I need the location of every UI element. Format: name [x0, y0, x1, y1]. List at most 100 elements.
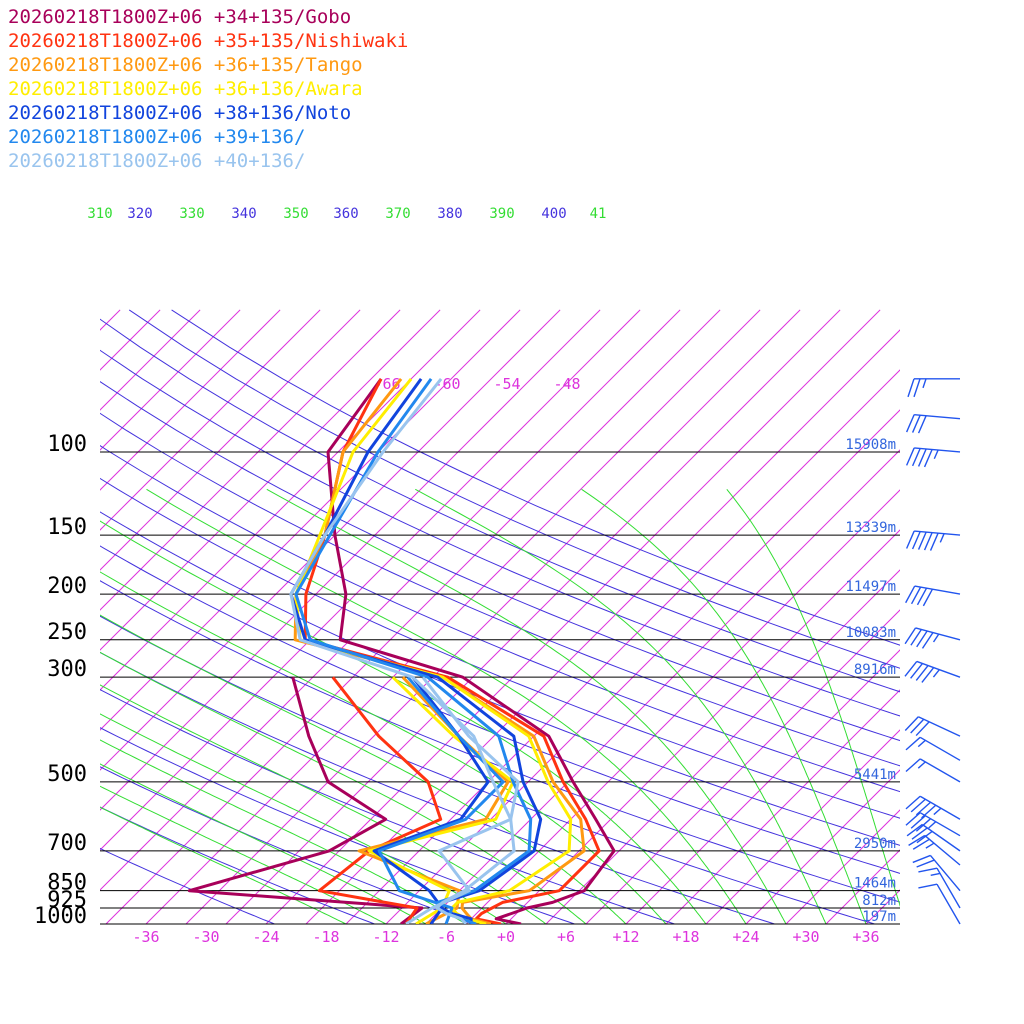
wind-barb-flag — [912, 854, 931, 864]
wind-barb — [905, 530, 961, 551]
wind-barb-staff — [936, 867, 961, 909]
isotherm-line — [545, 569, 900, 924]
wind-barb-flag — [917, 448, 927, 467]
wind-barb-staff — [919, 795, 961, 820]
legend-entry: 20260218T1800Z+06 +35+135/Nishiwaki — [8, 30, 408, 52]
isotherm-line — [100, 309, 201, 411]
height-label: 2950m — [854, 836, 896, 852]
moist-adiabat-line — [581, 488, 867, 924]
moist-adiabat-line — [100, 785, 387, 924]
wind-barb — [918, 867, 961, 909]
moist-adiabat-line — [100, 713, 507, 924]
dewpoint-line-6 — [377, 676, 505, 924]
wind-barb-flag — [904, 716, 919, 731]
wind-barb-flag — [910, 718, 925, 734]
wind-barb-half-flag — [928, 821, 937, 829]
wind-barb-flag — [929, 532, 939, 551]
moist-adiabat-line — [266, 488, 787, 924]
wind-barb-flag — [905, 795, 921, 810]
wind-barb-flag — [905, 585, 916, 604]
legend-entry: 20260218T1800Z+06 +40+136/ — [8, 150, 305, 172]
wind-barb-half-flag — [917, 761, 926, 769]
isotherm-line — [100, 309, 481, 691]
wind-barb-staff — [919, 736, 961, 761]
dry-adiabat-line — [100, 445, 900, 793]
wind-barb — [904, 660, 961, 683]
isotherm-line — [105, 309, 721, 924]
wind-barb — [905, 758, 961, 783]
wind-barb-flag — [921, 804, 937, 819]
wind-barb-flag — [908, 834, 926, 846]
temperature-tick-labels: -36 -30 -24 -18 -12 -6 +0 +6 +12 +18 +24 +30 +36-66-… — [132, 375, 879, 946]
isotherm-line — [345, 369, 900, 924]
dry-adiabat-line — [100, 615, 877, 924]
legend: 20260218T1800Z+06 +34+135/Gobo20260218T1… — [8, 6, 408, 172]
wind-barb-flag — [911, 448, 921, 467]
wind-barb-flag — [907, 378, 915, 398]
isotherm-line — [100, 309, 441, 651]
wind-barb — [908, 834, 961, 866]
isotherm-line — [625, 649, 900, 924]
wind-barb-flag — [911, 531, 921, 550]
wind-barb-flag — [910, 815, 926, 829]
pressure-label: 700 — [47, 831, 87, 856]
wind-barb — [904, 716, 961, 737]
pressure-label: 1000 — [34, 904, 87, 929]
temperature-tick-label: +24 — [732, 928, 759, 946]
theta-label: 350 — [283, 206, 308, 222]
theta-label: 370 — [385, 206, 410, 222]
wind-barb-flag — [923, 449, 933, 468]
dry-adiabat-line — [100, 412, 900, 767]
wind-barb-staff — [914, 530, 961, 536]
isotherm-line — [425, 449, 900, 924]
isotherm-line — [865, 889, 900, 924]
wind-barb-flag — [911, 827, 928, 840]
height-label: 812m — [862, 893, 896, 909]
dry-adiabat-line — [100, 651, 777, 924]
isotherm-line — [505, 529, 900, 924]
wind-barb-half-flag — [917, 739, 926, 748]
pressure-label: 850 — [47, 871, 87, 896]
isotherm-line — [585, 609, 900, 924]
moist-adiabat-line — [100, 571, 667, 924]
pressure-label: 925 — [47, 888, 87, 913]
moist-adiabat-line — [100, 684, 547, 924]
height-labels: 15908m 13339m 11497m 10083m 8916m 5441m 2950m 1… — [845, 437, 896, 925]
moist-adiabats — [100, 488, 900, 924]
wind-barb-half-flag — [933, 449, 939, 460]
isotherms — [100, 309, 900, 924]
temperature-tick-label: +0 — [497, 928, 515, 946]
height-label: 197m — [862, 909, 896, 925]
wind-barb — [907, 378, 960, 398]
temperature-tick-label: -36 — [132, 928, 159, 946]
isotherm-line — [465, 489, 900, 924]
isotherm-line — [305, 329, 900, 924]
wind-barb — [905, 413, 961, 434]
legend-entry: 20260218T1800Z+06 +36+135/Tango — [8, 54, 363, 76]
wind-barb-half-flag — [932, 669, 940, 678]
wind-barb-flag — [905, 758, 921, 773]
isotherm-line — [745, 769, 900, 924]
pressure-label: 500 — [47, 762, 87, 787]
sounding-series — [187, 377, 616, 924]
height-label: 13339m — [845, 520, 896, 536]
wind-barb-staff — [929, 854, 961, 892]
pressure-label: 200 — [47, 574, 87, 599]
moist-adiabat-line — [100, 739, 467, 924]
upper-temperature-label: -54 — [493, 375, 520, 393]
isotherm-line — [100, 309, 561, 771]
wind-barb-staff — [914, 585, 961, 595]
theta-label: 390 — [489, 206, 514, 222]
height-label: 8916m — [854, 662, 896, 678]
wind-barb — [905, 795, 961, 820]
moist-adiabat-line — [146, 488, 747, 924]
wind-barbs — [904, 378, 961, 925]
wind-barb-staff — [936, 883, 961, 925]
wind-barb-flag — [913, 378, 921, 398]
dry-adiabat-line — [100, 766, 477, 924]
dry-adiabat-line — [100, 511, 900, 846]
temperature-tick-label: +30 — [792, 928, 819, 946]
theta-label: 330 — [179, 206, 204, 222]
